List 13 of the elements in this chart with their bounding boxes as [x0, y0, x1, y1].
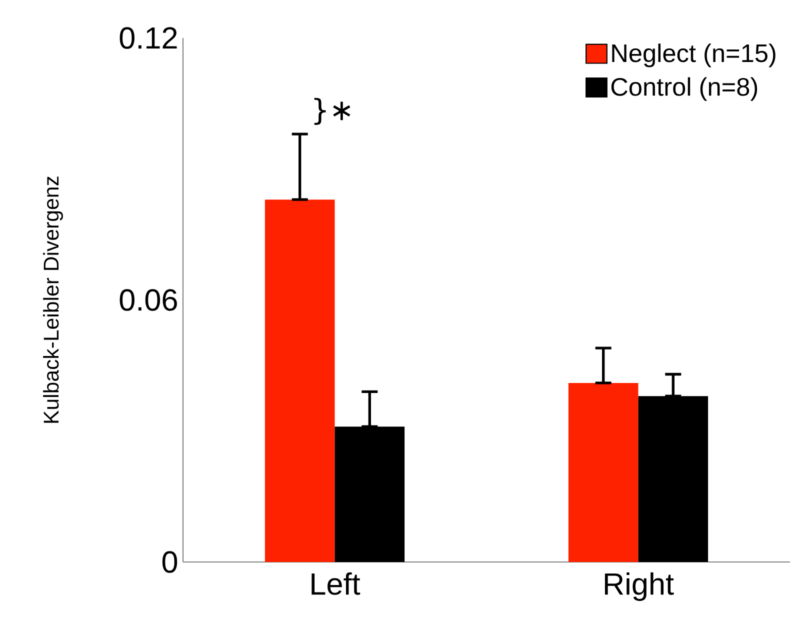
x-tick-label: Right — [604, 572, 674, 601]
legend-label: Control (n=8) — [611, 77, 758, 101]
y-axis-title: Kulback-Leibler Divergenz — [43, 176, 63, 423]
y-tick-label: 0 — [162, 551, 178, 573]
y-tick-label: 0.12 — [120, 27, 177, 49]
bar — [568, 382, 638, 562]
bar — [264, 200, 335, 562]
bar — [638, 396, 708, 562]
bar — [334, 426, 405, 562]
y-tick-label: 0.06 — [120, 289, 177, 311]
x-tick-label: Left — [312, 572, 360, 595]
legend-label: Neglect (n=15) — [612, 44, 776, 68]
annotation: }∗ — [314, 98, 350, 125]
